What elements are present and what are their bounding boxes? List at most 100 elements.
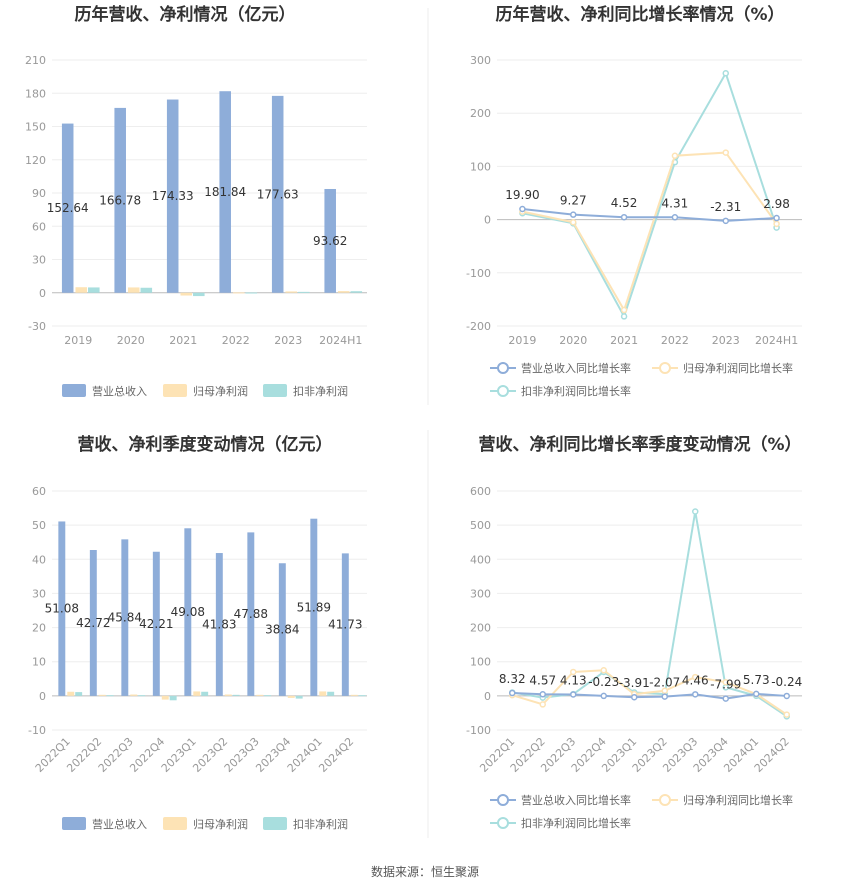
chart2-y-tick: 100 [470, 160, 491, 173]
chart1-data-label: 152.64 [47, 201, 89, 215]
chart2-point-1-2021 [620, 213, 628, 221]
chart2-point-1-2022 [671, 214, 679, 221]
chart4-data-label: 5.73 [743, 673, 770, 687]
chart4-y-tick: 300 [470, 587, 491, 600]
chart4-legend-label-2: 归母净利润同比增长率 [683, 793, 793, 807]
chart1-bar-1-2019 [61, 123, 74, 293]
chart1-bar-2-2022 [232, 292, 245, 294]
chart3-legend-label-3: 扣非净利润 [293, 817, 348, 831]
chart1-bar-3-2020 [140, 287, 153, 293]
chart2-legend-label-3: 扣非净利润同比增长率 [521, 384, 631, 398]
chart4-data-label: 4.13 [560, 673, 587, 687]
chart4-y-tick: -100 [466, 724, 491, 737]
chart1-bar-2-2021 [180, 292, 193, 296]
chart2-x-tick: 2020 [559, 334, 587, 347]
chart3-bar-3-2022Q4 [169, 695, 177, 701]
chart1-legend-swatch-3 [263, 384, 287, 397]
data-source: 数据来源：恒生聚源 [371, 864, 479, 879]
chart3-bar-1-2022Q1 [58, 521, 66, 696]
chart4-data-label: -3.91 [619, 676, 650, 690]
chart4-point-2-2022Q4 [600, 667, 607, 674]
chart4-point-1-2022Q2 [539, 691, 546, 698]
chart4-point-1-2024Q1 [753, 690, 760, 698]
chart2-data-label: 4.31 [662, 196, 689, 210]
chart3-data-label: 41.73 [328, 618, 362, 632]
chart3-bar-3-2023Q3 [264, 695, 272, 697]
chart1-legend-swatch-2 [163, 384, 187, 397]
chart3-bar-1-2022Q4 [152, 551, 160, 696]
chart3-legend-label-2: 归母净利润 [193, 817, 248, 831]
chart1-bar-3-2019 [88, 287, 100, 293]
chart1-data-label: 166.78 [99, 193, 141, 207]
chart1-bar-1-2023 [271, 95, 284, 293]
chart4-data-label: -0.24 [771, 675, 802, 689]
chart1-legend-label-2: 归母净利润 [193, 384, 248, 398]
chart3-data-label: 49.08 [171, 605, 205, 619]
chart2-data-label: 4.52 [611, 196, 638, 210]
chart2-legend-marker-1 [497, 362, 509, 374]
chart3-y-tick: 50 [32, 519, 46, 532]
chart4-y-tick: 200 [470, 622, 491, 635]
chart3-bar-2-2023Q2 [224, 694, 232, 696]
chart3-bar-3-2022Q1 [75, 692, 83, 696]
chart1-x-tick: 2022 [222, 334, 250, 347]
chart4-title: 营收、净利同比增长率季度变动情况（%） [478, 434, 801, 455]
chart4-data-label: 8.32 [499, 672, 526, 686]
chart3-data-label: 38.84 [265, 623, 299, 637]
chart3-y-tick: 30 [32, 587, 46, 600]
chart3-bar-2-2023Q1 [193, 691, 201, 696]
chart1-legend-label-3: 扣非净利润 [293, 384, 348, 398]
chart3-data-label: 51.89 [297, 600, 331, 614]
chart3-bar-1-2024Q2 [341, 553, 349, 696]
chart1-x-tick: 2021 [169, 334, 197, 347]
chart2-point-1-2023 [722, 217, 729, 225]
chart3-bar-2-2023Q4 [287, 695, 295, 698]
chart1-bar-2-2020 [127, 287, 140, 293]
chart4-legend-marker-2 [659, 794, 671, 806]
chart1-data-label: 177.63 [257, 187, 299, 201]
chart3-bar-3-2023Q1 [201, 691, 209, 696]
chart3-bar-1-2023Q4 [278, 563, 286, 696]
chart2-y-tick: 200 [470, 107, 491, 120]
chart3-data-label: 45.84 [108, 611, 142, 625]
chart4-point-2-2022Q3 [570, 668, 577, 676]
chart1-bar-3-2022 [245, 292, 258, 294]
chart1-y-tick: 60 [32, 220, 46, 233]
chart4-data-label: -0.23 [588, 675, 619, 689]
chart2-data-label: 19.90 [505, 188, 539, 202]
chart3-bar-3-2022Q3 [138, 695, 146, 697]
chart1-bar-2-2019 [75, 287, 88, 293]
chart1-legend-swatch-1 [62, 384, 86, 397]
chart1-x-tick: 2023 [274, 334, 302, 347]
chart4-legend-label-3: 扣非净利润同比增长率 [521, 816, 631, 830]
chart3-y-tick: 10 [32, 656, 46, 669]
chart1-y-tick: 180 [25, 87, 46, 100]
chart4-line-1 [512, 692, 787, 700]
chart4-point-1-2022Q1 [509, 689, 516, 697]
chart4-data-label: 4.57 [529, 673, 556, 687]
chart4-y-tick: 0 [484, 690, 491, 703]
chart4-point-2-2023Q3 [692, 673, 699, 681]
chart4-point-1-2023Q4 [722, 695, 729, 702]
chart3-bar-2-2022Q1 [67, 691, 75, 696]
chart4-legend-marker-1 [497, 794, 509, 806]
chart3-y-tick: -10 [28, 724, 46, 737]
chart4-y-tick: 100 [470, 656, 491, 669]
chart1-legend-label-1: 营业总收入 [92, 384, 147, 398]
chart1-y-tick: -30 [28, 320, 46, 333]
chart2-point-2-2023 [722, 149, 729, 156]
chart2-line-2 [522, 151, 778, 313]
chart3-bar-1-2022Q2 [89, 549, 97, 696]
chart2-point-3-2023 [722, 70, 729, 77]
chart1-y-tick: 0 [39, 287, 46, 300]
chart1-y-tick: 150 [25, 121, 46, 134]
chart1-bar-1-2020 [114, 107, 126, 293]
chart4-point-1-2022Q3 [570, 691, 577, 698]
chart3-data-label: 51.08 [45, 602, 79, 616]
chart3-bar-2-2024Q2 [350, 694, 358, 696]
chart3-y-tick: 0 [39, 690, 46, 703]
chart2-point-3-2021 [620, 313, 628, 320]
chart3-bar-3-2024Q2 [358, 695, 366, 697]
chart2-x-tick: 2019 [508, 334, 536, 347]
